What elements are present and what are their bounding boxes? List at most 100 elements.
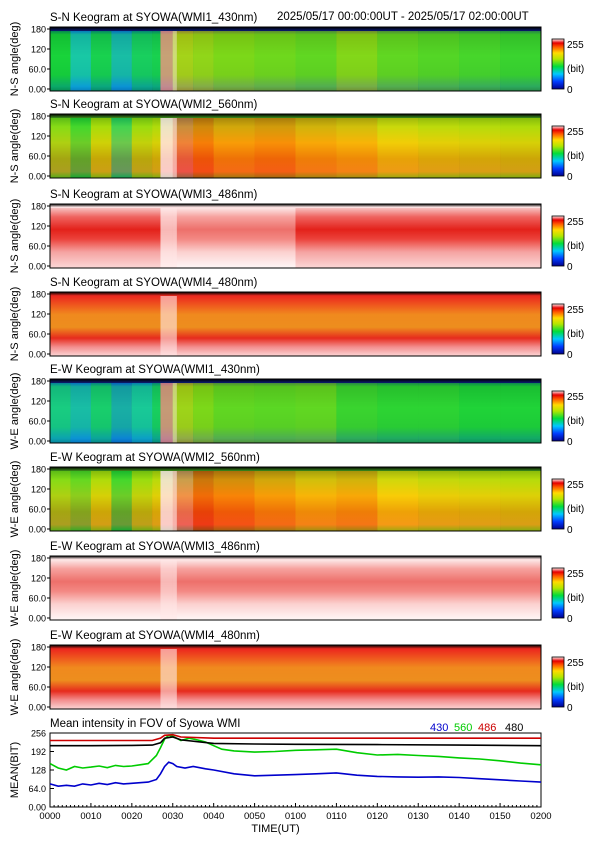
colorbar-unit-label: (bit) xyxy=(567,416,584,427)
keogram-onset-band xyxy=(160,560,177,620)
keogram-intensity-column xyxy=(50,560,161,620)
colorbar-unit-label: (bit) xyxy=(567,504,584,515)
y-tick-label: 0.00 xyxy=(28,437,46,447)
colorbar xyxy=(551,215,565,267)
legend-entry-430: 430 xyxy=(430,722,448,734)
keogram-intensity-column xyxy=(131,31,153,91)
keogram-intensity-column xyxy=(459,31,501,91)
keogram-intensity-column xyxy=(418,118,460,178)
colorbar-max-label: 255 xyxy=(567,480,584,491)
colorbar-unit-label: (bit) xyxy=(567,151,584,162)
series-line-480 xyxy=(50,736,542,747)
y-tick-label: 180 xyxy=(31,377,46,387)
colorbar-min-label: 0 xyxy=(567,703,573,714)
keogram-panel-3: S-N Keogram at SYOWA(WMI3_486nm) 180 120 60… xyxy=(9,189,584,273)
colorbar-min-label: 0 xyxy=(567,525,573,536)
keogram-panel-5: E-W Keogram at SYOWA(WMI1_430nm) 180 120 60… xyxy=(9,364,584,449)
keogram-intensity-column xyxy=(295,31,337,91)
x-tick-label: 0150 xyxy=(490,811,511,822)
keogram-intensity-column xyxy=(172,118,194,178)
keogram-intensity-column xyxy=(111,31,132,91)
keogram-intensity-column xyxy=(70,383,91,443)
y-tick-label: 120 xyxy=(31,310,46,320)
y-axis-label: N-S angle(deg) xyxy=(9,199,21,274)
keogram-intensity-column xyxy=(50,471,71,531)
y-tick-label: 180 xyxy=(31,554,46,564)
y-tick-label: 60.0 xyxy=(28,505,46,515)
keogram-intensity-column xyxy=(295,118,337,178)
y-tick-label: 120 xyxy=(31,485,46,495)
x-tick-label: 0050 xyxy=(244,811,265,822)
keogram-title: E-W Keogram at SYOWA(WMI4_480nm) xyxy=(50,630,260,642)
keogram-intensity-column xyxy=(50,31,71,91)
y-tick-label: 60.0 xyxy=(28,65,46,75)
keogram-intensity-column xyxy=(172,31,194,91)
keogram-onset-band xyxy=(160,649,177,709)
keogram-intensity-column xyxy=(50,208,161,268)
x-tick-label: 0030 xyxy=(162,811,183,822)
colorbar-min-label: 0 xyxy=(567,172,573,183)
y-tick-label: 0.00 xyxy=(28,172,46,182)
y-tick-label: 60.0 xyxy=(28,330,46,340)
colorbar-max-label: 255 xyxy=(567,392,584,403)
keogram-panel-6: E-W Keogram at SYOWA(WMI2_560nm) 180 120 60… xyxy=(9,452,584,537)
keogram-intensity-column xyxy=(70,118,91,178)
keogram-title: S-N Keogram at SYOWA(WMI3_486nm) xyxy=(50,189,257,201)
keogram-intensity-column xyxy=(193,471,214,531)
keogram-intensity-column xyxy=(50,118,71,178)
keogram-intensity-column xyxy=(160,31,173,91)
colorbar xyxy=(551,478,565,530)
colorbar-min-label: 0 xyxy=(567,614,573,625)
keogram-panel-7: E-W Keogram at SYOWA(WMI3_486nm) 180 120 60… xyxy=(9,541,584,626)
y-tick-label: 60.0 xyxy=(28,417,46,427)
x-tick-label: 0130 xyxy=(408,811,429,822)
mean-y-tick-label: 128 xyxy=(31,766,46,776)
keogram-intensity-column xyxy=(336,383,378,443)
colorbar xyxy=(551,38,565,90)
keogram-intensity-column xyxy=(500,471,541,531)
keogram-intensity-column xyxy=(193,31,214,91)
y-tick-label: 120 xyxy=(31,574,46,584)
keogram-intensity-column xyxy=(193,383,214,443)
y-tick-label: 120 xyxy=(31,45,46,55)
keogram-intensity-column xyxy=(90,383,112,443)
keogram-intensity-column xyxy=(172,560,296,620)
keogram-title: S-N Keogram at SYOWA(WMI1_430nm) xyxy=(50,12,257,24)
keogram-onset-band xyxy=(160,118,177,178)
y-tick-label: 180 xyxy=(31,112,46,122)
x-tick-label: 0140 xyxy=(449,811,470,822)
y-tick-label: 180 xyxy=(31,290,46,300)
keogram-intensity-column xyxy=(500,118,541,178)
y-tick-label: 180 xyxy=(31,202,46,212)
y-tick-label: 120 xyxy=(31,397,46,407)
y-tick-label: 180 xyxy=(31,465,46,475)
colorbar-max-label: 255 xyxy=(567,127,584,138)
keogram-intensity-column xyxy=(152,471,161,531)
date-range-header: 2025/05/17 00:00:00UT - 2025/05/17 02:00… xyxy=(277,11,529,23)
keogram-intensity-column xyxy=(90,31,112,91)
keogram-intensity-column xyxy=(295,208,541,268)
keogram-intensity-column xyxy=(254,118,296,178)
colorbar-max-label: 255 xyxy=(567,569,584,580)
keogram-intensity-column xyxy=(254,471,296,531)
keogram-title: E-W Keogram at SYOWA(WMI3_486nm) xyxy=(50,541,260,553)
legend-entry-480: 480 xyxy=(505,722,523,734)
mean-y-tick-label: 256 xyxy=(31,729,46,739)
keogram-image xyxy=(50,292,541,356)
keogram-intensity-column xyxy=(377,471,419,531)
keogram-intensity-column xyxy=(295,560,541,620)
y-tick-label: 60.0 xyxy=(28,683,46,693)
y-axis-label: W-E angle(deg) xyxy=(9,373,21,450)
series-line-486 xyxy=(50,733,541,742)
keogram-intensity-column xyxy=(459,118,501,178)
keogram-intensity-column xyxy=(213,383,255,443)
colorbar-unit-label: (bit) xyxy=(567,64,584,75)
keogram-intensity-column xyxy=(50,649,161,709)
keogram-intensity-column xyxy=(295,471,337,531)
colorbar-min-label: 0 xyxy=(567,262,573,273)
keogram-intensity-column xyxy=(213,118,255,178)
keogram-intensity-column xyxy=(111,471,132,531)
colorbar-unit-label: (bit) xyxy=(567,593,584,604)
colorbar-max-label: 255 xyxy=(567,40,584,51)
y-axis-label: N-S angle(deg) xyxy=(9,287,21,362)
